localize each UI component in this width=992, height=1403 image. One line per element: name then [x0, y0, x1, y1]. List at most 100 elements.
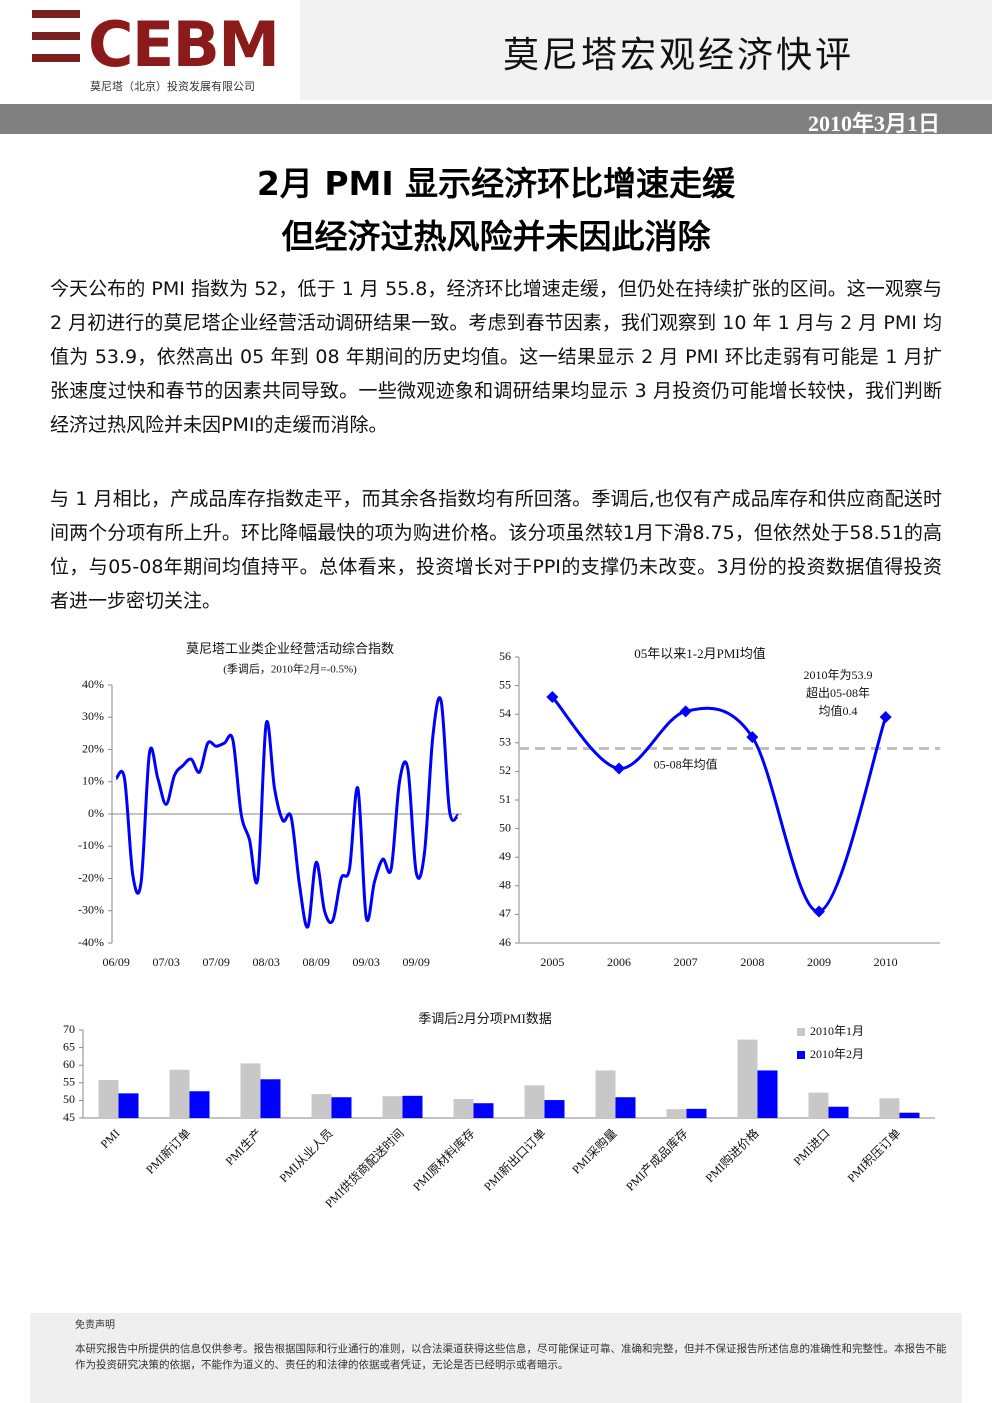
bar [737, 1039, 758, 1118]
disclaimer-box [30, 1313, 962, 1403]
data-line [114, 696, 460, 929]
x-tick-label: PMI从业人员 [277, 1126, 336, 1185]
title: 2月 PMI 显示经济环比增速走缓 [256, 164, 736, 203]
report-name: 莫尼塔宏观经济快评 [502, 35, 854, 76]
bar [808, 1092, 829, 1118]
disclaimer-title: 免责声明 [75, 1320, 115, 1331]
y-tick-label: 30% [82, 709, 104, 723]
marker [679, 705, 692, 718]
chart-subtitle: (季调后，2010年2月=-0.5%) [223, 662, 357, 676]
y-tick-label: 49 [499, 849, 511, 863]
x-tick-label: 08/09 [302, 955, 329, 969]
x-tick-label: 06/09 [102, 955, 129, 969]
x-tick-label: PMI生产 [223, 1126, 265, 1168]
bar [331, 1097, 352, 1118]
paragraph: 今天公布的 PMI 指数为 52，低于 1 月 55.8，经济环比增速走缓，但仍… [50, 278, 942, 436]
y-tick-label: 60 [63, 1057, 75, 1071]
annotation: 均值0.4 [818, 703, 857, 718]
bar [879, 1098, 900, 1118]
x-tick-label: PMI积压订单 [845, 1126, 904, 1185]
y-tick-label: 45 [63, 1110, 75, 1124]
logo-bar [32, 10, 80, 18]
legend-label: 2010年1月 [810, 1024, 864, 1038]
x-tick-label: 07/09 [202, 955, 229, 969]
bar [382, 1096, 403, 1118]
y-tick-label: -10% [78, 838, 104, 852]
x-tick-label: 08/03 [252, 955, 279, 969]
y-tick-label: 10% [82, 774, 104, 788]
y-tick-label: 46 [499, 935, 511, 949]
bar [402, 1095, 423, 1118]
bar [189, 1091, 210, 1118]
x-tick-label: PMI采购量 [568, 1125, 619, 1176]
marker [613, 762, 625, 775]
y-tick-label: 52 [499, 763, 511, 777]
y-tick-label: 48 [499, 878, 511, 892]
y-tick-label: 47 [499, 906, 511, 920]
y-tick-label: 65 [63, 1039, 75, 1053]
x-tick-label: PMI新订单 [142, 1125, 193, 1176]
reference-label: 05-08年均值 [654, 756, 718, 771]
x-tick-label: PMI产成品库存 [622, 1125, 690, 1193]
bar [311, 1094, 332, 1118]
x-tick-label: 2009 [807, 955, 831, 969]
logo-bar [32, 32, 80, 40]
bar [473, 1103, 494, 1118]
bar [686, 1108, 707, 1118]
legend-label: 2010年2月 [810, 1047, 864, 1061]
x-tick-label: 09/03 [352, 955, 379, 969]
y-tick-label: -40% [78, 935, 104, 949]
y-tick-label: 53 [499, 735, 511, 749]
chart-title: 莫尼塔工业类企业经营活动综合指数 [186, 641, 394, 656]
chart-title: 05年以来1-2月PMI均值 [634, 646, 765, 661]
legend-swatch [797, 1051, 805, 1059]
x-tick-label: 2007 [674, 955, 698, 969]
logo: CEBM [32, 8, 280, 81]
disclaimer-text: 本研究报告中所提供的信息仅供参考。报告根据国际和行业通行的准则，以合法渠道获得这… [75, 1343, 947, 1371]
bar [615, 1097, 636, 1118]
y-tick-label: 54 [499, 706, 511, 720]
x-tick-label: 2010 [874, 955, 898, 969]
y-tick-label: 50 [63, 1092, 75, 1106]
x-tick-label: PMI进口 [791, 1126, 833, 1168]
legend-swatch [797, 1028, 805, 1036]
marker [813, 905, 825, 918]
y-tick-label: 50 [499, 820, 511, 834]
y-tick-label: 55 [499, 677, 511, 691]
y-tick-label: 0% [88, 806, 104, 820]
marker [746, 731, 759, 744]
bar [524, 1085, 545, 1118]
x-tick-label: PMI购进价格 [702, 1125, 762, 1185]
y-tick-label: -30% [78, 903, 104, 917]
paragraph: 与 1 月相比，产成品库存指数走平，而其余各指数均有所回落。季调后,也仅有产成品… [50, 488, 942, 612]
bar [240, 1063, 261, 1118]
y-tick-label: 56 [499, 649, 511, 663]
date-bar [0, 104, 992, 134]
chart-title: 季调后2月分项PMI数据 [418, 1011, 552, 1026]
x-tick-label: PMI新出口订单 [480, 1125, 548, 1193]
x-tick-label: 09/09 [402, 955, 429, 969]
bar [899, 1112, 920, 1118]
company-name: 莫尼塔（北京）投资发展有限公司 [90, 80, 255, 93]
x-tick-label: PMI [98, 1126, 123, 1151]
data-line [551, 696, 888, 914]
y-tick-label: 55 [63, 1075, 75, 1089]
x-tick-label: 07/03 [152, 955, 179, 969]
logo-bar [32, 54, 80, 62]
x-tick-label: 2006 [607, 955, 631, 969]
bar [595, 1070, 616, 1118]
annotation: 2010年为53.9 [803, 668, 872, 682]
y-tick-label: 70 [63, 1022, 75, 1036]
date: 2010年3月1日 [807, 111, 940, 136]
logo-text: CEBM [88, 8, 280, 81]
bar [828, 1106, 849, 1118]
y-tick-label: 51 [499, 792, 511, 806]
marker [879, 711, 892, 724]
bar [169, 1069, 190, 1118]
header-band [300, 0, 992, 100]
x-tick-label: PMI原材料库存 [409, 1125, 477, 1193]
bar [544, 1100, 565, 1118]
y-tick-label: 20% [82, 741, 104, 755]
bar [118, 1093, 139, 1118]
